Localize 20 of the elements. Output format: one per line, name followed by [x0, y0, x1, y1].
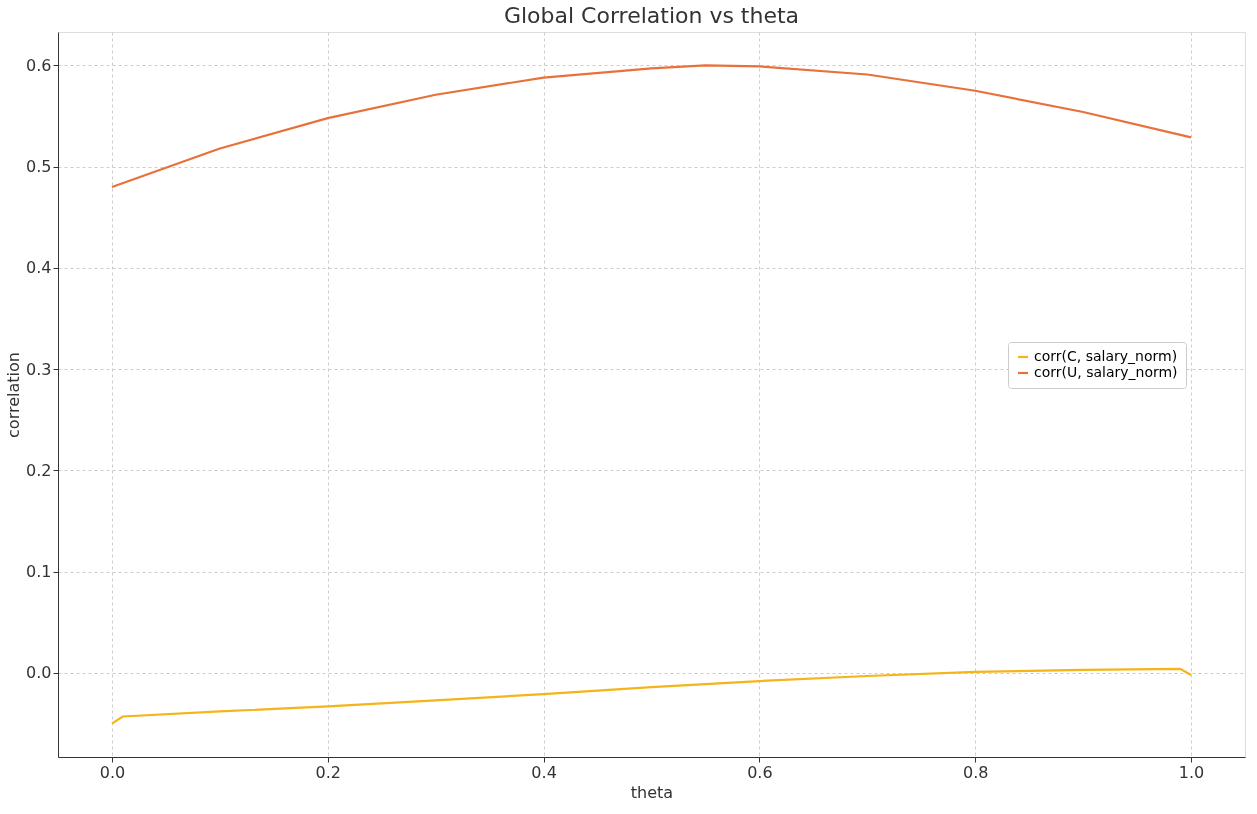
y-tick-label: 0.6 — [26, 55, 52, 75]
line-series — [110, 667, 1193, 725]
x-axis-title: theta — [630, 782, 674, 802]
x-tick-label: 0.2 — [315, 762, 341, 782]
y-tick-label: 0.3 — [26, 359, 52, 379]
x-tick-label: 0.6 — [747, 762, 773, 782]
y-axis-title: correlation — [4, 352, 24, 438]
chart-title: Global Correlation vs theta — [503, 3, 800, 28]
x-tick-label: 1.0 — [1178, 762, 1205, 782]
x-tick-label: 0.8 — [963, 762, 989, 782]
y-tick-label: 0.0 — [26, 663, 52, 683]
line-series — [110, 64, 1193, 189]
x-tick-label: 0.0 — [99, 762, 126, 782]
y-tick-label: 0.2 — [26, 460, 52, 480]
legend-label: corr(U, salary_norm) — [1034, 364, 1178, 380]
x-tick-label: 0.4 — [531, 762, 557, 782]
y-tick-label: 0.1 — [26, 562, 52, 582]
y-tick-label: 0.5 — [26, 157, 52, 177]
y-tick-label: 0.4 — [26, 258, 52, 278]
legend-label: corr(C, salary_norm) — [1034, 348, 1178, 364]
